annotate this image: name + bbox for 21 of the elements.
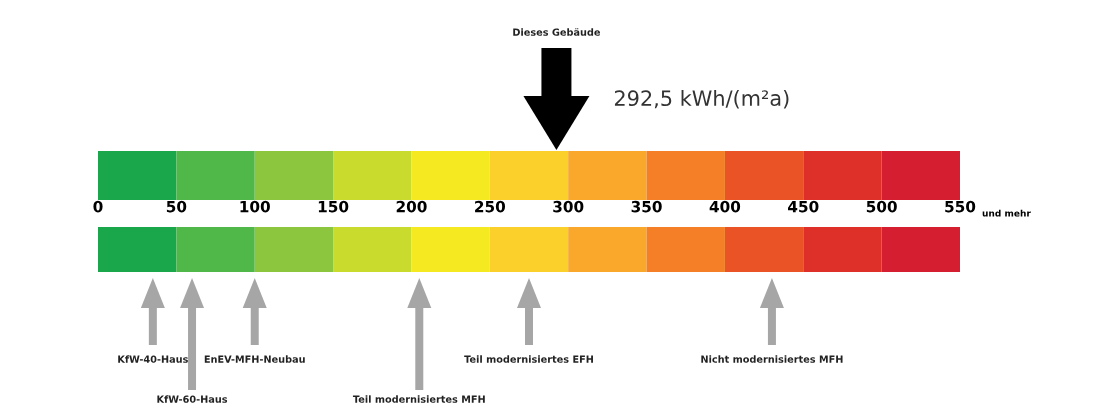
x-tick-label: 250: [475, 200, 506, 213]
ref-line-label: KfW-40-Haus: [118, 355, 188, 363]
x-tick-label: 450: [788, 200, 819, 213]
x-tick-label: 200: [396, 200, 427, 213]
x-tick-label: 300: [553, 200, 584, 213]
ref-line-label: Dieses Gebäude: [513, 28, 601, 36]
x-tick-label: 150: [318, 200, 349, 213]
ref-line-label: Nicht modernisiertes MFH: [701, 355, 843, 363]
text: und mehr: [982, 209, 1031, 217]
x-tick-label: 550: [945, 200, 976, 213]
ref-line-label: KfW-60-Haus: [157, 395, 228, 403]
x-tick-label: 50: [166, 200, 187, 213]
ref-line-label: Teil modernisiertes EFH: [464, 355, 593, 363]
x-tick-label: 100: [240, 200, 270, 213]
x-tick-label: 500: [866, 200, 897, 213]
x-tick-label: 350: [631, 200, 662, 213]
text: 292,5 kWh/(m²a): [614, 89, 789, 109]
x-tick-label: 0: [93, 200, 103, 213]
x-tick-label: 400: [709, 200, 741, 213]
ref-line-label: Teil modernisiertes MFH: [352, 395, 485, 403]
ref-line-label: EnEV-MFH-Neubau: [204, 355, 305, 363]
